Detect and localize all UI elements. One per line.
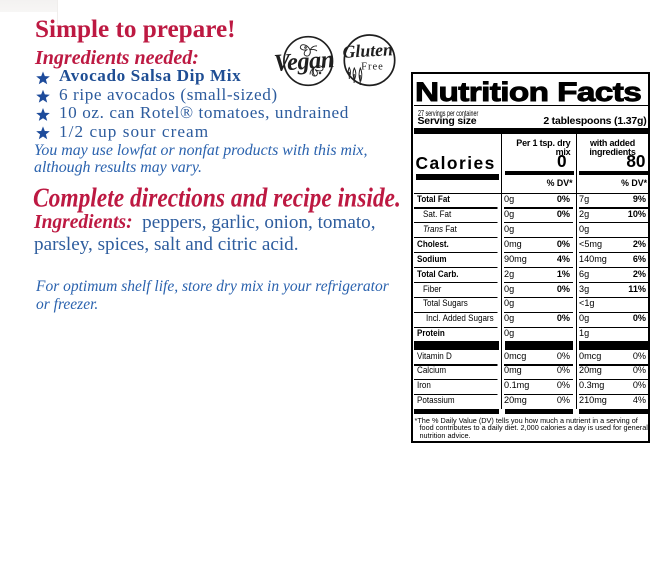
svg-text:Free: Free	[361, 62, 384, 73]
svg-text:Gluten: Gluten	[342, 39, 393, 62]
svg-text:Vegan: Vegan	[273, 46, 335, 77]
